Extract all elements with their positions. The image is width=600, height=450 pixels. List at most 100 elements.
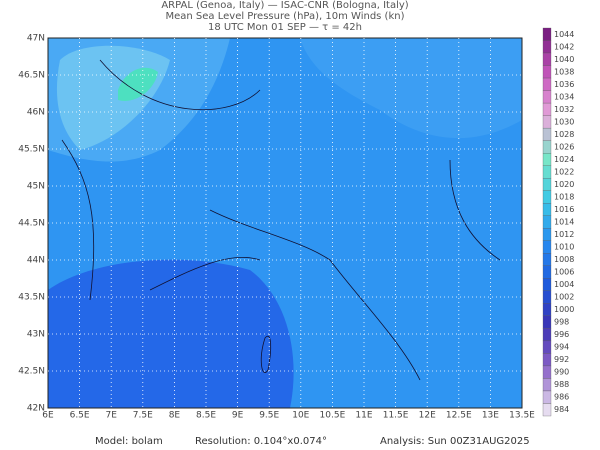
colorbar-label: 984 [554,405,569,414]
lon-label: 6E [42,411,54,421]
colorbar-label: 1034 [554,92,574,101]
lon-label: 9E [232,411,244,421]
colorbar-swatch [542,203,552,216]
colorbar-label: 1026 [554,142,574,151]
colorbar-label: 1006 [554,268,574,277]
colorbar-swatch [542,315,552,329]
colorbar-swatch [542,140,552,154]
lon-label: 11.5E [383,411,409,421]
colorbar-label: 986 [554,393,569,402]
header-line: ARPAL (Genoa, Italy) — ISAC-CNR (Bologna… [161,0,408,11]
colorbar-swatch [542,340,552,354]
footer-resolution: Resolution: 0.104°x0.074° [195,436,327,447]
header-line: 18 UTC Mon 01 SEP — τ = 42h [208,22,362,33]
header-line: Mean Sea Level Pressure (hPa), 10m Winds… [166,11,405,22]
colorbar-label: 1016 [554,205,574,214]
colorbar-swatch [542,190,552,204]
colorbar-label: 1002 [554,293,574,302]
colorbar-swatch [542,228,552,241]
colorbar-swatch [542,390,552,404]
lon-label: 10E [292,411,309,421]
colorbar-swatch [542,127,552,141]
colorbar-swatch [542,52,552,66]
pressure-area [118,67,158,101]
lon-label: 7.5E [133,411,153,421]
colorbar-swatch [542,278,552,291]
colorbar-label: 1010 [554,243,574,252]
colorbar-label: 1004 [554,280,574,289]
lon-label: 13E [482,411,499,421]
colorbar-label: 990 [554,368,569,377]
colorbar-label: 1032 [554,105,574,114]
lon-label: 7E [105,411,117,421]
colorbar-label: 1036 [554,80,574,89]
colorbar-label: 1024 [554,155,574,164]
lon-label: 13.5E [509,411,535,421]
lat-label: 45.5N [18,145,45,155]
colorbar-swatch [542,115,552,129]
lon-label: 10.5E [320,411,346,421]
lat-label: 42.5N [18,367,45,377]
colorbar-swatch [542,27,552,41]
colorbar-swatch [542,65,552,79]
colorbar-label: 1014 [554,218,574,227]
colorbar-label: 994 [554,343,569,352]
lat-label: 43N [27,330,45,340]
lon-label: 9.5E [259,411,279,421]
colorbar-swatch [542,90,552,104]
lat-label: 44N [27,256,45,266]
colorbar-swatch [542,165,552,179]
lon-label: 8.5E [196,411,216,421]
colorbar-swatch [542,290,552,304]
colorbar-swatch [542,40,552,54]
colorbar-swatch [542,240,552,254]
colorbar-swatch [542,353,552,367]
colorbar-swatch [542,102,552,116]
lat-label: 43.5N [18,293,45,303]
colorbar-swatch [542,378,552,392]
lat-label: 46N [27,108,45,118]
colorbar-label: 1030 [554,117,574,126]
colorbar-swatch [542,178,552,191]
colorbar-swatch [542,265,552,279]
footer-analysis: Analysis: Sun 00Z31AUG2025 [380,436,530,447]
colorbar-label: 1040 [554,55,574,64]
colorbar-label: 1012 [554,230,574,239]
colorbar-swatch [542,403,552,417]
colorbar-swatch [542,153,552,166]
lon-label: 12.5E [446,411,472,421]
lon-label: 6.5E [70,411,90,421]
colorbar-swatch [542,77,552,91]
lat-label: 42N [27,404,45,414]
lon-label: 11E [355,411,372,421]
lat-label: 45N [27,182,45,192]
colorbar-label: 1008 [554,255,574,264]
colorbar-label: 1038 [554,67,574,76]
pressure-area [300,38,522,139]
lon-label: 8E [169,411,181,421]
border-line [61,59,501,381]
colorbar-swatch [542,365,552,379]
colorbar-label: 992 [554,355,569,364]
colorbar-label: 1044 [554,30,574,39]
island [260,335,272,373]
colorbar-label: 996 [554,330,569,339]
colorbar-label: 988 [554,380,569,389]
colorbar-label: 1020 [554,180,574,189]
colorbar-label: 1042 [554,42,574,51]
lon-label: 12E [419,411,436,421]
colorbar-label: 1018 [554,192,574,201]
colorbar-label: 1028 [554,130,574,139]
colorbar-label: 998 [554,318,569,327]
colorbar-swatch [542,253,552,266]
colorbar-swatch [542,303,552,317]
colorbar-swatch [542,215,552,229]
lat-label: 44.5N [18,219,45,229]
lat-label: 46.5N [18,71,45,81]
colorbar-swatch [542,328,552,342]
footer-model: Model: bolam [95,436,163,447]
colorbar-label: 1000 [554,305,574,314]
colorbar-label: 1022 [554,167,574,176]
lat-label: 47N [27,34,45,44]
